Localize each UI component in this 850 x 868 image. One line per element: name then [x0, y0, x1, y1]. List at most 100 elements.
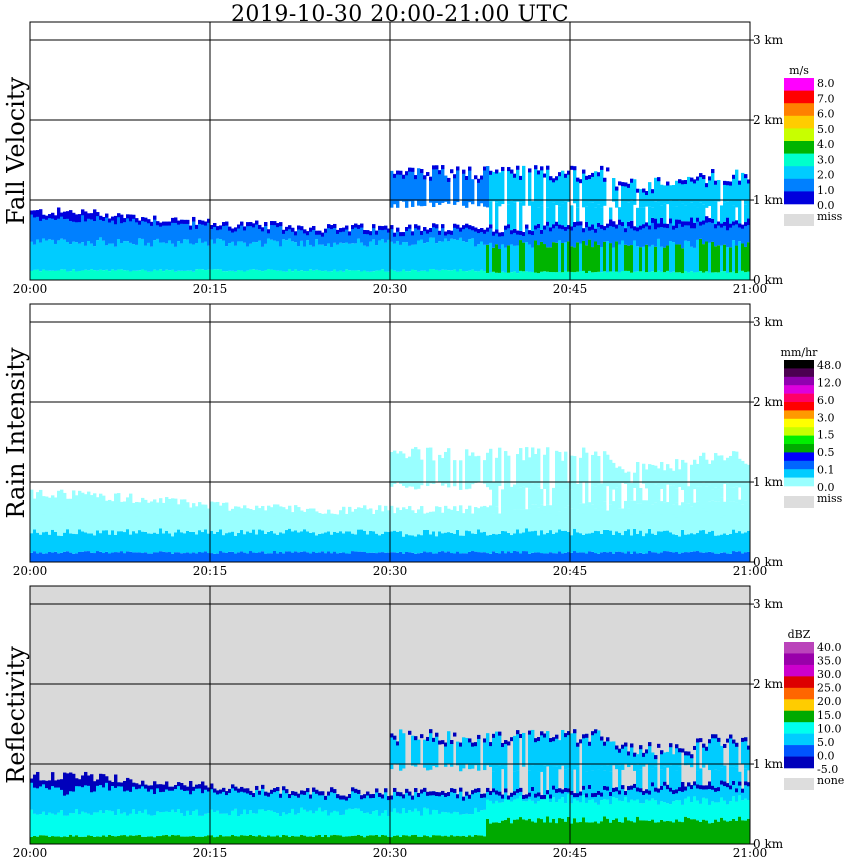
upper-echo [684, 751, 688, 766]
echo-top [546, 221, 550, 226]
echo-column [723, 511, 727, 534]
echo-column [417, 534, 421, 554]
echo-column [420, 552, 424, 562]
echo-column [381, 835, 385, 844]
echo-column [342, 814, 346, 837]
echo-top [657, 499, 661, 509]
echo-column [630, 224, 634, 246]
colorbar-swatch [784, 103, 814, 117]
echo-column [222, 240, 226, 272]
echo-column [729, 223, 733, 248]
echo-top [645, 222, 649, 227]
fall-streak [696, 207, 700, 218]
echo-column [87, 241, 91, 271]
echo-top [198, 502, 202, 508]
echo-top [738, 781, 742, 786]
echo-column [393, 270, 397, 280]
echo-top [219, 505, 223, 510]
echo-column [42, 269, 46, 280]
upper-echo-top [468, 738, 472, 743]
echo-column [726, 272, 730, 280]
echo-column [234, 535, 238, 554]
upper-echo-top [693, 179, 697, 184]
echo-column [381, 511, 385, 535]
upper-echo-top [711, 169, 715, 174]
echo-column [720, 513, 724, 535]
echo-column [495, 229, 499, 245]
echo-column [111, 216, 115, 244]
echo-column [390, 837, 394, 844]
echo-column [711, 505, 715, 531]
upper-echo [441, 458, 445, 486]
upper-echo-top [447, 177, 451, 182]
upper-echo [405, 458, 409, 488]
upper-echo [393, 735, 397, 765]
echo-column [390, 811, 394, 838]
echo-column [195, 242, 199, 270]
echo-column [300, 240, 304, 271]
echo-top [483, 793, 487, 798]
echo-column [156, 238, 160, 271]
echo-column [540, 553, 544, 562]
echo-column [453, 223, 457, 240]
echo-column [69, 812, 73, 835]
echo-column [270, 269, 274, 280]
echo-column [276, 787, 280, 814]
echo-top [231, 228, 235, 233]
echo-column [345, 531, 349, 554]
echo-column [48, 239, 52, 271]
echo-top [747, 502, 751, 514]
echo-column [735, 273, 739, 280]
echo-column [126, 551, 130, 562]
echo-top [720, 497, 724, 518]
echo-column [429, 552, 433, 562]
upper-echo [606, 737, 610, 766]
echo-column [534, 225, 538, 241]
echo-column [615, 818, 619, 844]
echo-column [666, 270, 670, 280]
echo-column [555, 221, 559, 243]
echo-column [432, 809, 436, 836]
echo-top [381, 511, 385, 516]
echo-column [585, 802, 589, 823]
echo-column [678, 536, 682, 554]
echo-column [519, 533, 523, 554]
upper-echo-top [567, 731, 571, 736]
echo-column [351, 835, 355, 844]
echo-column [33, 508, 37, 530]
echo-column [720, 534, 724, 553]
echo-column [627, 820, 631, 844]
echo-column [543, 553, 547, 562]
echo-column [474, 834, 478, 844]
echo-column [255, 220, 259, 243]
upper-echo [453, 174, 457, 205]
echo-top [165, 497, 169, 508]
echo-top [561, 508, 565, 513]
echo-column [708, 551, 712, 562]
fall-streak [630, 200, 634, 221]
echo-column [510, 792, 514, 802]
echo-column [297, 836, 301, 844]
echo-column [627, 551, 631, 562]
fall-streak [519, 202, 523, 231]
echo-column [330, 835, 334, 844]
echo-column [570, 552, 574, 562]
echo-top [495, 506, 499, 513]
echo-column [273, 788, 277, 813]
echo-column [138, 507, 142, 531]
fall-streak [672, 768, 676, 791]
colorbar-label: 48.0 [817, 359, 842, 372]
echo-column [588, 533, 592, 552]
echo-column [342, 271, 346, 280]
echo-column [420, 815, 424, 837]
echo-top [393, 787, 397, 792]
echo-column [489, 823, 493, 844]
echo-column [510, 511, 514, 536]
echo-top [324, 795, 328, 800]
fall-streak [651, 207, 655, 218]
echo-top [291, 227, 295, 232]
colorbar-missing-swatch [784, 496, 814, 508]
echo-column [228, 836, 232, 844]
echo-column [687, 552, 691, 562]
upper-echo [747, 745, 751, 771]
